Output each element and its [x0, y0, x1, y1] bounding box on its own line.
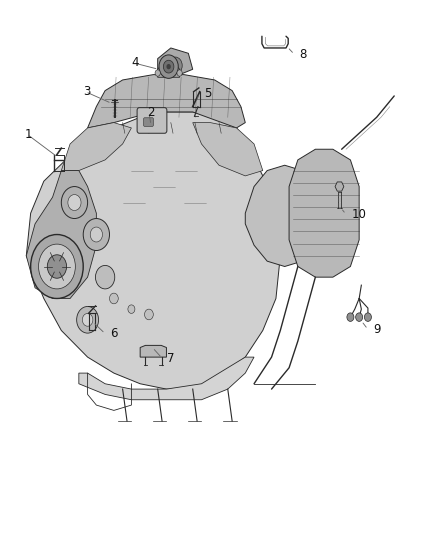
- Text: 7: 7: [167, 352, 175, 365]
- Text: 4: 4: [131, 56, 139, 69]
- Polygon shape: [245, 165, 320, 266]
- Text: 6: 6: [110, 327, 118, 340]
- Polygon shape: [140, 345, 166, 357]
- Circle shape: [347, 313, 354, 321]
- FancyBboxPatch shape: [144, 118, 153, 126]
- Circle shape: [83, 219, 110, 251]
- Circle shape: [168, 57, 182, 74]
- Text: 3: 3: [83, 85, 91, 98]
- Text: 8: 8: [300, 48, 307, 61]
- FancyBboxPatch shape: [137, 108, 167, 133]
- Polygon shape: [26, 112, 280, 389]
- Polygon shape: [158, 48, 193, 75]
- Circle shape: [128, 305, 135, 313]
- Polygon shape: [193, 123, 263, 176]
- Circle shape: [177, 70, 182, 76]
- Circle shape: [31, 235, 83, 298]
- Circle shape: [356, 313, 363, 321]
- Circle shape: [145, 309, 153, 320]
- Text: 1: 1: [25, 128, 32, 141]
- Polygon shape: [88, 75, 245, 128]
- Circle shape: [364, 313, 371, 321]
- Text: 2: 2: [147, 107, 154, 119]
- Circle shape: [82, 313, 93, 326]
- Circle shape: [110, 293, 118, 304]
- Circle shape: [47, 255, 67, 278]
- Circle shape: [39, 244, 75, 289]
- Circle shape: [68, 195, 81, 211]
- Polygon shape: [61, 123, 131, 171]
- Circle shape: [90, 227, 102, 242]
- Polygon shape: [26, 171, 96, 298]
- Polygon shape: [335, 182, 344, 191]
- Text: 10: 10: [351, 208, 366, 221]
- Circle shape: [163, 60, 174, 73]
- Circle shape: [166, 64, 171, 69]
- Circle shape: [95, 265, 115, 289]
- Polygon shape: [158, 64, 180, 77]
- Polygon shape: [289, 149, 359, 277]
- Circle shape: [77, 306, 99, 333]
- Polygon shape: [79, 357, 254, 400]
- Text: 9: 9: [373, 323, 381, 336]
- Circle shape: [155, 70, 160, 76]
- Circle shape: [159, 55, 178, 78]
- Circle shape: [61, 187, 88, 219]
- Text: 5: 5: [205, 87, 212, 100]
